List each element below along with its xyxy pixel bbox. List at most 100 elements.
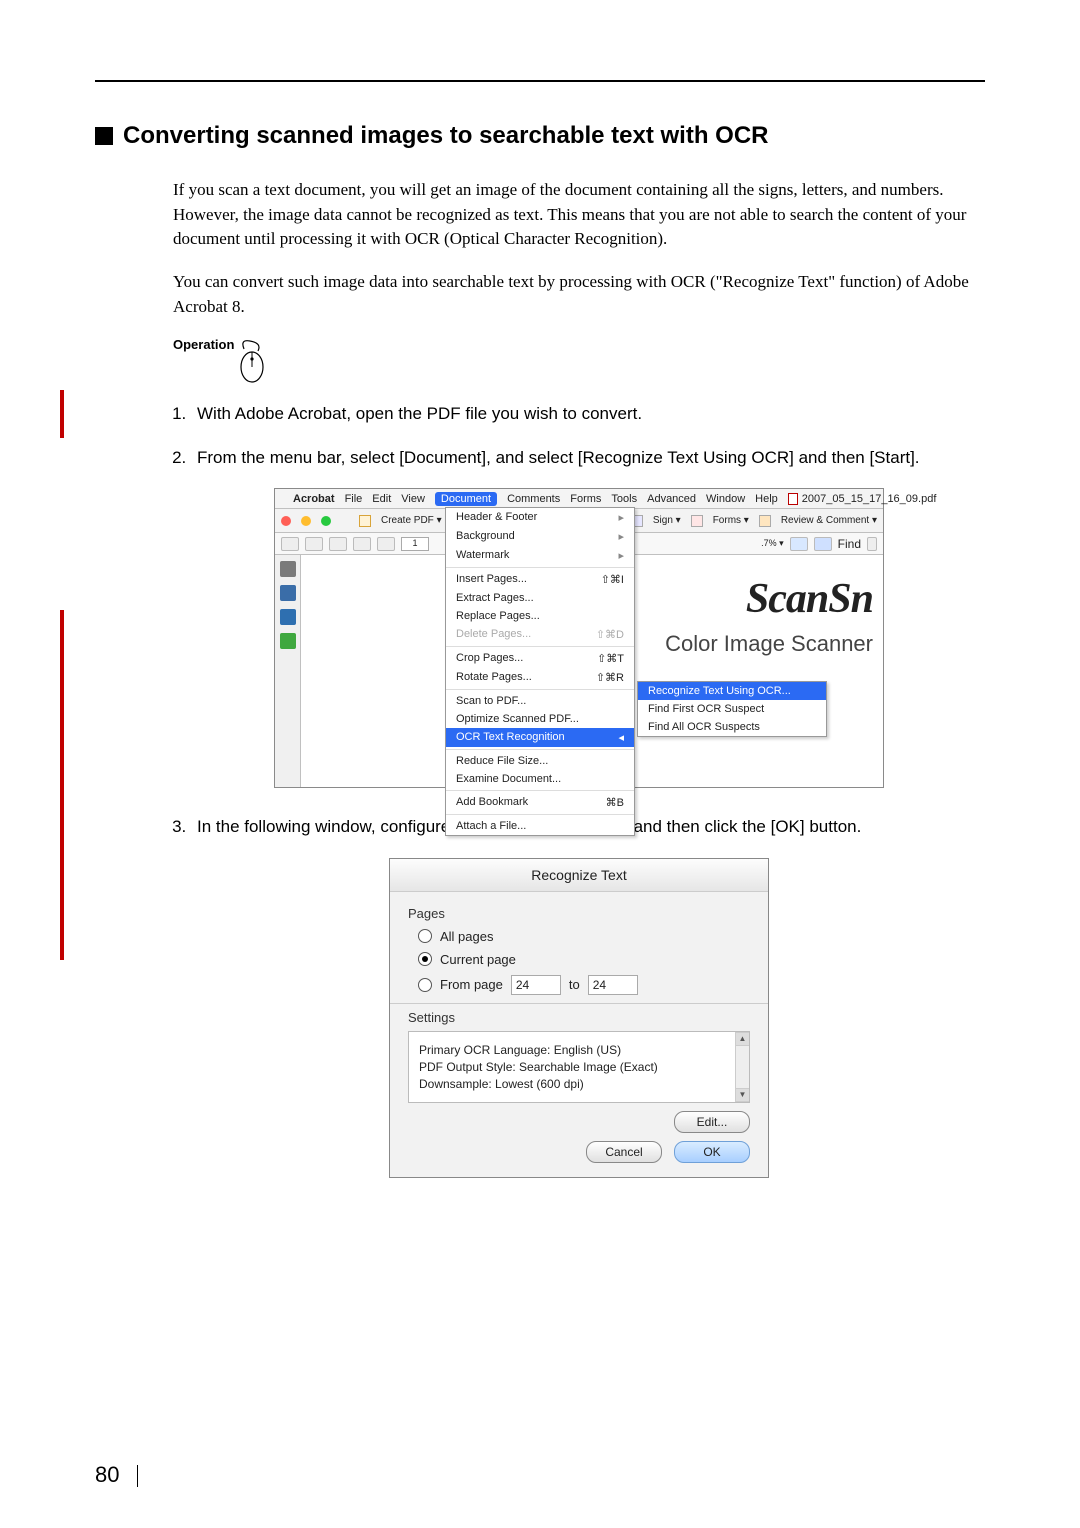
menu-item-extract-pages[interactable]: Extract Pages... xyxy=(446,589,634,607)
from-page-field[interactable]: 24 xyxy=(511,975,561,995)
toolbar-item[interactable]: Forms ▾ xyxy=(713,515,749,526)
ok-button[interactable]: OK xyxy=(674,1141,750,1163)
scroll-down-icon[interactable]: ▼ xyxy=(736,1088,749,1102)
traffic-close-icon[interactable] xyxy=(281,516,291,526)
ocr-submenu: Recognize Text Using OCR... Find First O… xyxy=(637,681,827,737)
radio-all-pages-row[interactable]: All pages xyxy=(418,929,750,944)
menu-item-scan-to-pdf[interactable]: Scan to PDF... xyxy=(446,692,634,710)
menu-item-ocr-text-recognition[interactable]: OCR Text Recognition◂ xyxy=(446,728,634,747)
traffic-min-icon[interactable] xyxy=(301,516,311,526)
to-page-field[interactable]: 24 xyxy=(588,975,638,995)
document-title: 2007_05_15_17_16_09.pdf xyxy=(788,493,937,505)
submenu-find-all-suspects[interactable]: Find All OCR Suspects xyxy=(638,718,826,736)
pages-section-label: Pages xyxy=(408,906,750,921)
settings-line: Primary OCR Language: English (US) xyxy=(419,1043,739,1057)
toolbar-item[interactable]: Review & Comment ▾ xyxy=(781,515,877,526)
acrobat-sidebar xyxy=(275,555,301,787)
menu-window[interactable]: Window xyxy=(706,493,745,505)
edit-button[interactable]: Edit... xyxy=(674,1111,750,1133)
radio-from-page-row[interactable]: From page 24 to 24 xyxy=(418,975,750,995)
help-panel-icon[interactable] xyxy=(280,633,296,649)
header-rule xyxy=(95,80,985,82)
heading-bullet-icon xyxy=(95,127,113,145)
menu-item-reduce-file-size[interactable]: Reduce File Size... xyxy=(446,752,634,770)
menu-item-crop-pages[interactable]: Crop Pages...⇧⌘T xyxy=(446,649,634,668)
menu-item-rotate-pages[interactable]: Rotate Pages...⇧⌘R xyxy=(446,668,634,687)
radio-icon[interactable] xyxy=(418,929,432,943)
radio-icon[interactable] xyxy=(418,952,432,966)
forms-icon[interactable] xyxy=(691,515,703,527)
radio-icon[interactable] xyxy=(418,978,432,992)
nav-up-icon[interactable] xyxy=(353,537,371,551)
menu-help[interactable]: Help xyxy=(755,493,778,505)
change-bar xyxy=(60,390,64,438)
cancel-button[interactable]: Cancel xyxy=(586,1141,662,1163)
document-menu-dropdown: Header & Footer▸ Background▸ Watermark▸ … xyxy=(445,507,635,836)
scroll-up-icon[interactable]: ▲ xyxy=(736,1032,749,1046)
page-number: 80 xyxy=(95,1462,156,1488)
submenu-find-first-suspect[interactable]: Find First OCR Suspect xyxy=(638,700,826,718)
menu-item-delete-pages: Delete Pages...⇧⌘D xyxy=(446,625,634,644)
traffic-max-icon[interactable] xyxy=(321,516,331,526)
zoom-icon-2[interactable] xyxy=(814,537,832,551)
find-go-icon[interactable] xyxy=(867,537,877,551)
paragraph: If you scan a text document, you will ge… xyxy=(173,178,985,252)
to-label: to xyxy=(569,977,580,992)
menu-item-background[interactable]: Background▸ xyxy=(446,527,634,546)
signatures-panel-icon[interactable] xyxy=(280,609,296,625)
menu-item-replace-pages[interactable]: Replace Pages... xyxy=(446,607,634,625)
step-list: With Adobe Acrobat, open the PDF file yo… xyxy=(191,401,985,470)
acrobat-screenshot: Acrobat File Edit View Document Comments… xyxy=(274,488,884,788)
settings-section-label: Settings xyxy=(408,1010,750,1025)
pdf-icon xyxy=(788,493,798,505)
menu-tools[interactable]: Tools xyxy=(611,493,637,505)
menu-advanced[interactable]: Advanced xyxy=(647,493,696,505)
nav-down-icon[interactable] xyxy=(377,537,395,551)
settings-line: PDF Output Style: Searchable Image (Exac… xyxy=(419,1060,739,1074)
save-icon[interactable] xyxy=(305,537,323,551)
create-pdf-icon[interactable] xyxy=(359,515,371,527)
radio-all-pages-label: All pages xyxy=(440,929,493,944)
section-heading-text: Converting scanned images to searchable … xyxy=(123,122,769,150)
brand-subtitle: Color Image Scanner xyxy=(641,631,873,657)
menu-item-insert-pages[interactable]: Insert Pages...⇧⌘I xyxy=(446,570,634,589)
menu-item-add-bookmark[interactable]: Add Bookmark⌘B xyxy=(446,793,634,812)
radio-from-page-label: From page xyxy=(440,977,503,992)
print-icon[interactable] xyxy=(281,537,299,551)
page-number-field[interactable]: 1 xyxy=(401,537,429,551)
menu-view[interactable]: View xyxy=(401,493,425,505)
zoom-field[interactable]: .7% ▾ xyxy=(761,538,784,549)
step-item: With Adobe Acrobat, open the PDF file yo… xyxy=(191,401,985,427)
menu-document[interactable]: Document xyxy=(435,492,497,506)
section-heading: Converting scanned images to searchable … xyxy=(95,122,985,150)
menu-acrobat[interactable]: Acrobat xyxy=(293,493,335,505)
zoom-icon[interactable] xyxy=(790,537,808,551)
scrollbar[interactable]: ▲ ▼ xyxy=(735,1032,749,1102)
recognize-text-dialog: Recognize Text Pages All pages Current p… xyxy=(389,858,769,1178)
submenu-recognize-text[interactable]: Recognize Text Using OCR... xyxy=(638,682,826,700)
brand-logo: ScanSn xyxy=(641,575,873,623)
review-icon[interactable] xyxy=(759,515,771,527)
change-bar xyxy=(60,610,64,960)
menu-comments[interactable]: Comments xyxy=(507,493,560,505)
menu-item-header-footer[interactable]: Header & Footer▸ xyxy=(446,508,634,527)
menu-forms[interactable]: Forms xyxy=(570,493,601,505)
step-item: From the menu bar, select [Document], an… xyxy=(191,445,985,471)
menu-item-attach-file[interactable]: Attach a File... xyxy=(446,817,634,835)
menu-item-watermark[interactable]: Watermark▸ xyxy=(446,546,634,565)
pages-panel-icon[interactable] xyxy=(280,561,296,577)
bookmarks-panel-icon[interactable] xyxy=(280,585,296,601)
find-input[interactable]: Find xyxy=(838,537,861,551)
dialog-title: Recognize Text xyxy=(390,859,768,892)
create-pdf-button[interactable]: Create PDF ▾ xyxy=(381,515,442,526)
menu-item-optimize-scanned[interactable]: Optimize Scanned PDF... xyxy=(446,710,634,728)
menu-item-examine-document[interactable]: Examine Document... xyxy=(446,770,634,788)
settings-display: Primary OCR Language: English (US) PDF O… xyxy=(408,1031,750,1103)
menu-edit[interactable]: Edit xyxy=(372,493,391,505)
radio-current-page-row[interactable]: Current page xyxy=(418,952,750,967)
email-icon[interactable] xyxy=(329,537,347,551)
toolbar-item[interactable]: Sign ▾ xyxy=(653,515,681,526)
menu-file[interactable]: File xyxy=(345,493,363,505)
acrobat-menubar: Acrobat File Edit View Document Comments… xyxy=(275,489,883,509)
operation-indicator: Operation xyxy=(173,337,985,383)
